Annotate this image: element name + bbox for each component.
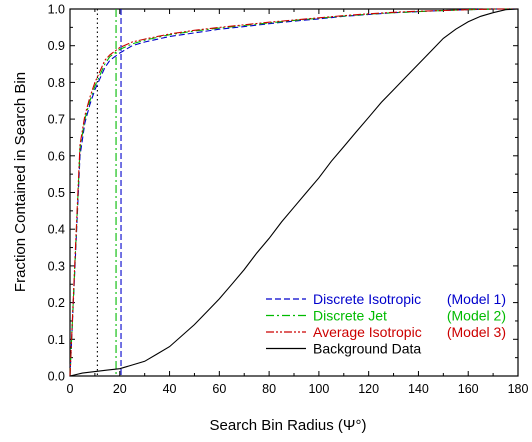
x-tick-label: 40	[163, 382, 177, 396]
legend-label: Discrete Isotropic	[313, 291, 421, 307]
y-tick-label: 0.0	[48, 370, 65, 384]
y-axis-title: Fraction Contained in Search Bin	[12, 72, 29, 292]
series-lines	[69, 8, 519, 377]
legend-label: Background Data	[313, 341, 421, 357]
x-tick-label: 120	[358, 382, 379, 396]
legend-label: Discrete Jet	[313, 308, 387, 324]
y-tick-label: 0.5	[48, 186, 65, 200]
y-tick-label: 0.8	[48, 76, 65, 90]
y-tick-label: 0.2	[48, 296, 65, 310]
legend-model-label: (Model 1)	[447, 291, 506, 307]
x-axis-title: Search Bin Radius (Ψ°)	[210, 417, 367, 434]
legend-label: Average Isotropic	[313, 324, 422, 340]
y-tick-label: 1.0	[48, 3, 65, 17]
y-tick-label: 0.9	[48, 39, 65, 53]
x-tick-label: 140	[408, 382, 429, 396]
y-tick-label: 0.3	[48, 259, 65, 273]
y-tick-label: 0.1	[48, 333, 65, 347]
y-tick-label: 0.7	[48, 113, 65, 127]
x-tick-label: 60	[212, 382, 226, 396]
legend-model-label: (Model 3)	[447, 324, 506, 340]
axis-tick-labels: 0 20 40 60 80 100 120 140 160 180 0.0 0.1 0.2 0.3 0.4 0…	[48, 3, 529, 397]
series-line-2	[69, 8, 518, 377]
legend: Discrete Isotropic (Model 1) Discrete Jet (…	[266, 291, 506, 357]
axis-ticks	[69, 8, 519, 377]
x-tick-label: 0	[67, 382, 74, 396]
legend-model-label: (Model 2)	[447, 308, 506, 324]
x-tick-label: 160	[458, 382, 479, 396]
x-tick-label: 80	[262, 382, 276, 396]
y-tick-label: 0.6	[48, 149, 65, 163]
x-tick-label: 20	[113, 382, 127, 396]
reference-lines	[96, 9, 122, 376]
y-tick-label: 0.4	[48, 223, 65, 237]
series-line-4	[69, 8, 519, 377]
x-tick-label: 180	[508, 382, 529, 396]
x-tick-label: 100	[308, 382, 329, 396]
